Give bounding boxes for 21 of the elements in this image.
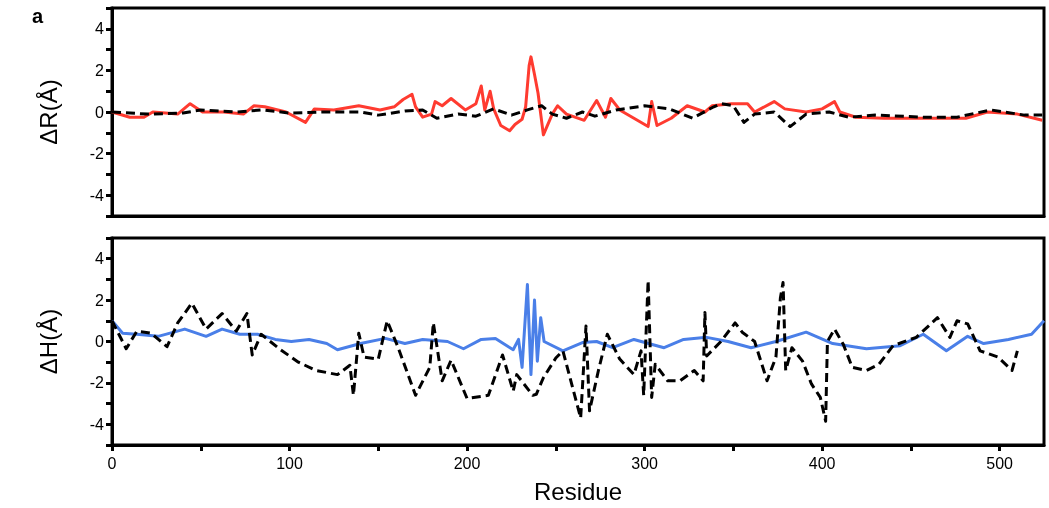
y-tick-label: 0 <box>95 333 105 350</box>
x-tick-label: 0 <box>107 454 117 472</box>
y-tick-label: 0 <box>95 103 105 121</box>
line-series <box>110 283 1046 377</box>
x-tick-label: 300 <box>631 454 659 472</box>
y-tick-label: 4 <box>95 250 105 268</box>
y-tick-label: -4 <box>89 415 105 433</box>
y-axis-title: ΔR(Å) <box>34 79 62 145</box>
y-tick-label: 2 <box>95 291 105 309</box>
y-axis-title: ΔH(Å) <box>34 308 62 375</box>
x-tick-label: 400 <box>808 454 836 472</box>
y-tick-label: 4 <box>95 20 105 38</box>
x-tick-label: 200 <box>453 454 481 472</box>
y-tick-label: 2 <box>95 61 105 79</box>
x-tick-label: 500 <box>986 454 1014 472</box>
y-tick-label: -2 <box>89 374 105 392</box>
x-tick-label: 100 <box>276 454 303 472</box>
text: a <box>32 5 44 27</box>
y-tick-label: -4 <box>89 186 105 204</box>
y-tick-label: -2 <box>89 145 105 163</box>
x-axis-title: Residue <box>533 477 623 505</box>
